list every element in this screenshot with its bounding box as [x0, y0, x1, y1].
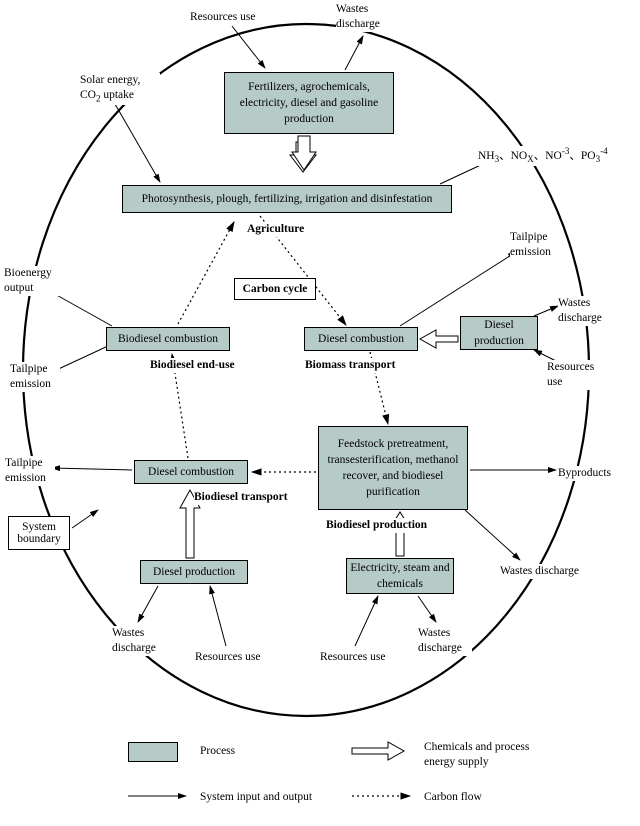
node-system-boundary: System boundary — [8, 516, 70, 550]
legend-process-box — [128, 742, 178, 762]
node-biodiesel-combustion: Biodiesel combustion — [106, 327, 230, 351]
label-biodiesel-enduse: Biodiesel end-use — [150, 358, 235, 373]
ext-wastes-top: Wastes discharge — [336, 2, 390, 32]
ext-nh3: NH3、NOX、NO-3、PO3-4 — [478, 146, 608, 166]
ext-resources-bl: Resources use — [195, 650, 260, 665]
node-photosynthesis: Photosynthesis, plough, fertilizing, irr… — [122, 185, 452, 213]
legend-process: Process — [200, 744, 235, 759]
ext-tailpipe-l2: Tailpipe emission — [5, 456, 55, 486]
node-diesel-production-right: Diesel production — [460, 316, 538, 350]
ext-byproducts: Byproducts — [558, 466, 611, 481]
ext-wastes-l: Wastes discharge — [112, 626, 166, 656]
label-biomass-transport: Biomass transport — [305, 358, 395, 373]
node-diesel-combustion-left: Diesel combustion — [134, 460, 248, 484]
ext-resources-r: Resources use — [547, 360, 607, 390]
ext-bioenergy: Bioenergy output — [4, 266, 62, 296]
ext-resources-top: Resources use — [190, 10, 255, 25]
ext-wastes-br: Wastes discharge — [418, 626, 472, 656]
label-biodiesel-production: Biodiesel production — [326, 518, 427, 533]
legend-supply: Chemicals and process energy supply — [424, 740, 554, 770]
legend-io: System input and output — [200, 790, 312, 805]
label-biodiesel-transport: Biodiesel transport — [194, 490, 288, 505]
node-diesel-production-left: Diesel production — [140, 560, 248, 584]
ext-tailpipe-l1: Tailpipe emission — [10, 362, 60, 392]
label-agriculture: Agriculture — [247, 222, 304, 237]
node-carbon-cycle: Carbon cycle — [234, 278, 316, 300]
node-fertilizers: Fertilizers, agrochemicals, electricity,… — [224, 72, 394, 134]
legend-carbon-flow: Carbon flow — [424, 790, 482, 805]
ext-resources-br: Resources use — [320, 650, 385, 665]
node-electricity: Electricity, steam and chemicals — [346, 558, 454, 594]
node-feedstock: Feedstock pretreatment, transesterificat… — [318, 426, 468, 510]
ext-solar: Solar energy, CO2 uptake — [80, 73, 160, 105]
ext-wastes-r2: Wastes discharge — [500, 564, 579, 579]
node-diesel-combustion-right: Diesel combustion — [304, 327, 418, 351]
ext-wastes-r1: Wastes discharge — [558, 296, 612, 326]
ext-tailpipe-r: Tailpipe emission — [510, 230, 560, 260]
